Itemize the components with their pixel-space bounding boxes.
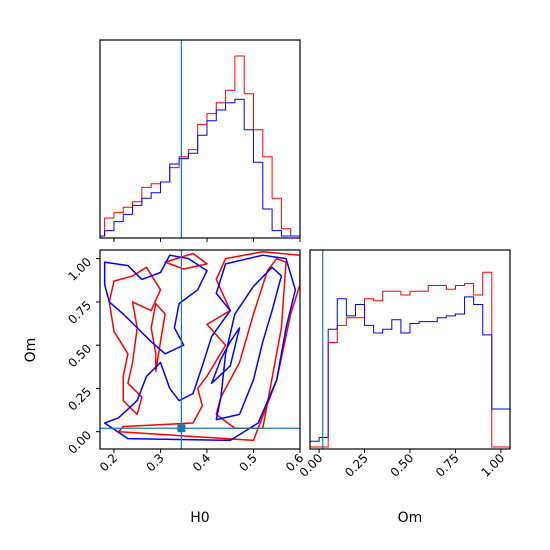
x-tick-label: 0.4	[190, 451, 213, 474]
y-axis-label: Om	[23, 338, 39, 363]
x-axis-label-Om: Om	[398, 510, 423, 526]
y-tick-label: 0.00	[65, 428, 94, 457]
contour-series-2-level-2	[103, 254, 297, 442]
contour-series-1-level-3	[108, 266, 162, 416]
x-tick-label: 0.75	[433, 451, 462, 480]
contour-frame	[99, 249, 301, 450]
x-axis-label: H0	[190, 510, 209, 526]
contour-series-1-level-2	[117, 250, 300, 442]
contour-series-2-level-3	[103, 254, 208, 355]
y-tick-label: 0.50	[65, 341, 94, 370]
x-tick-label: 1.00	[478, 451, 507, 480]
contour-series-2-level-1	[215, 266, 283, 421]
contour-series-1-level-1	[215, 257, 287, 429]
y-tick-label: 1.00	[65, 255, 94, 284]
histogram-H0-frame	[99, 39, 301, 239]
x-tick-label: 0.2	[97, 451, 120, 474]
x-tick-label: 0.25	[342, 451, 371, 480]
x-tick-label: 0.50	[388, 451, 417, 480]
y-tick-label: 0.25	[65, 385, 94, 414]
contour-series-1-level-5	[164, 252, 208, 270]
x-tick-label: 0.00	[297, 451, 326, 480]
truth-marker	[177, 424, 186, 433]
x-tick-label: 0.3	[143, 451, 166, 474]
histogram-series-2	[310, 296, 510, 442]
histogram-Om-frame	[309, 249, 511, 450]
histogram-series-1	[310, 271, 510, 448]
contour-series-1-level-4	[150, 302, 166, 372]
histogram-series-2	[100, 98, 300, 237]
y-tick-label: 0.75	[65, 298, 94, 327]
x-tick-label: 0.5	[236, 451, 259, 474]
contour-series-2-level-4	[210, 327, 241, 384]
